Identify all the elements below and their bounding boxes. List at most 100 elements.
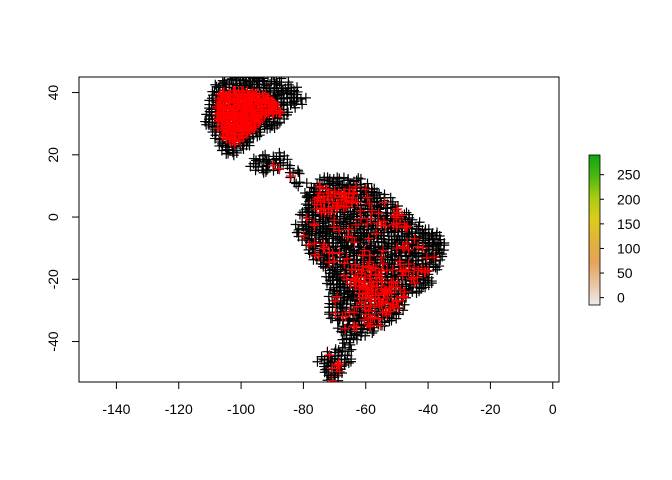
point-marker: [400, 222, 411, 233]
point-marker: [392, 277, 403, 288]
colorbar-tick-label: 150: [617, 216, 641, 232]
point-marker: [333, 200, 344, 211]
point-marker: [347, 232, 358, 243]
point-marker: [363, 233, 374, 244]
point-marker: [373, 208, 384, 219]
point-marker: [426, 276, 437, 287]
point-marker: [319, 197, 330, 208]
point-marker: [329, 256, 340, 267]
point-marker: [309, 238, 320, 249]
point-marker: [324, 350, 335, 361]
point-marker: [360, 184, 371, 195]
point-marker: [351, 322, 362, 333]
point-marker: [340, 201, 351, 212]
point-marker: [370, 288, 381, 299]
point-marker: [354, 280, 365, 291]
point-marker: [414, 217, 425, 228]
point-marker: [355, 205, 366, 216]
point-marker: [282, 107, 293, 118]
point-marker: [298, 231, 309, 242]
point-marker: [390, 282, 401, 293]
point-marker: [231, 77, 233, 81]
point-marker: [394, 256, 405, 267]
point-marker: [285, 160, 296, 171]
point-marker: [231, 121, 242, 132]
point-marker: [397, 241, 408, 252]
point-marker: [290, 219, 301, 230]
point-marker: [376, 298, 387, 309]
point-marker: [398, 305, 409, 316]
point-marker: [340, 323, 351, 334]
point-marker: [403, 259, 414, 270]
point-marker: [335, 194, 346, 205]
point-marker: [337, 311, 348, 322]
point-marker: [272, 79, 283, 90]
point-marker: [386, 277, 397, 288]
point-marker: [291, 82, 302, 93]
point-marker: [366, 277, 377, 288]
point-marker: [343, 224, 354, 235]
point-marker: [257, 77, 268, 84]
point-marker: [267, 120, 278, 131]
point-marker: [248, 153, 259, 164]
point-marker: [434, 231, 445, 242]
point-marker: [281, 87, 292, 98]
point-marker: [409, 233, 420, 244]
y-tick-label: -40: [45, 331, 61, 351]
point-marker: [297, 99, 308, 110]
point-marker: [413, 265, 424, 276]
point-marker: [310, 249, 321, 260]
point-marker: [376, 252, 387, 263]
point-marker: [409, 278, 420, 289]
point-marker: [349, 307, 360, 318]
point-marker: [380, 285, 391, 296]
point-marker: [362, 178, 373, 189]
point-marker: [350, 219, 361, 230]
point-marker: [417, 242, 428, 253]
point-marker: [330, 381, 332, 382]
point-marker: [372, 206, 383, 217]
y-tick-label: 20: [45, 147, 61, 163]
point-marker: [219, 87, 230, 98]
x-tick-label: -140: [102, 401, 130, 417]
point-marker: [321, 184, 332, 195]
point-marker: [403, 244, 414, 255]
point-marker: [427, 228, 438, 239]
point-marker: [419, 250, 430, 261]
point-marker: [326, 363, 337, 374]
point-marker: [274, 106, 285, 117]
point-marker: [346, 195, 357, 206]
point-marker: [367, 312, 378, 323]
point-marker: [359, 301, 370, 312]
point-marker: [293, 227, 304, 238]
y-tick-label: -20: [45, 269, 61, 289]
point-marker: [334, 357, 345, 368]
point-marker: [355, 213, 366, 224]
point-marker: [346, 354, 357, 365]
point-marker: [312, 356, 323, 367]
point-marker: [272, 77, 274, 81]
point-marker: [359, 314, 370, 325]
point-marker: [434, 261, 445, 272]
point-marker: [389, 210, 400, 221]
point-marker: [343, 174, 354, 185]
point-marker: [274, 163, 285, 174]
colorbar-tick-label: 50: [617, 265, 633, 281]
colorbar-tick-label: 200: [617, 191, 641, 207]
plot-markers: [200, 77, 450, 382]
x-tick-label: 0: [549, 401, 557, 417]
point-marker: [359, 245, 370, 256]
point-marker: [344, 306, 355, 317]
point-marker: [319, 241, 330, 252]
point-marker: [376, 283, 387, 294]
point-marker: [385, 192, 396, 203]
point-marker: [380, 221, 391, 232]
point-marker: [377, 307, 388, 318]
point-marker: [330, 308, 341, 319]
point-marker: [439, 237, 450, 248]
point-marker: [346, 344, 357, 355]
point-marker: [332, 291, 343, 302]
point-marker: [391, 218, 402, 229]
point-marker: [362, 192, 373, 203]
point-marker: [391, 296, 402, 307]
